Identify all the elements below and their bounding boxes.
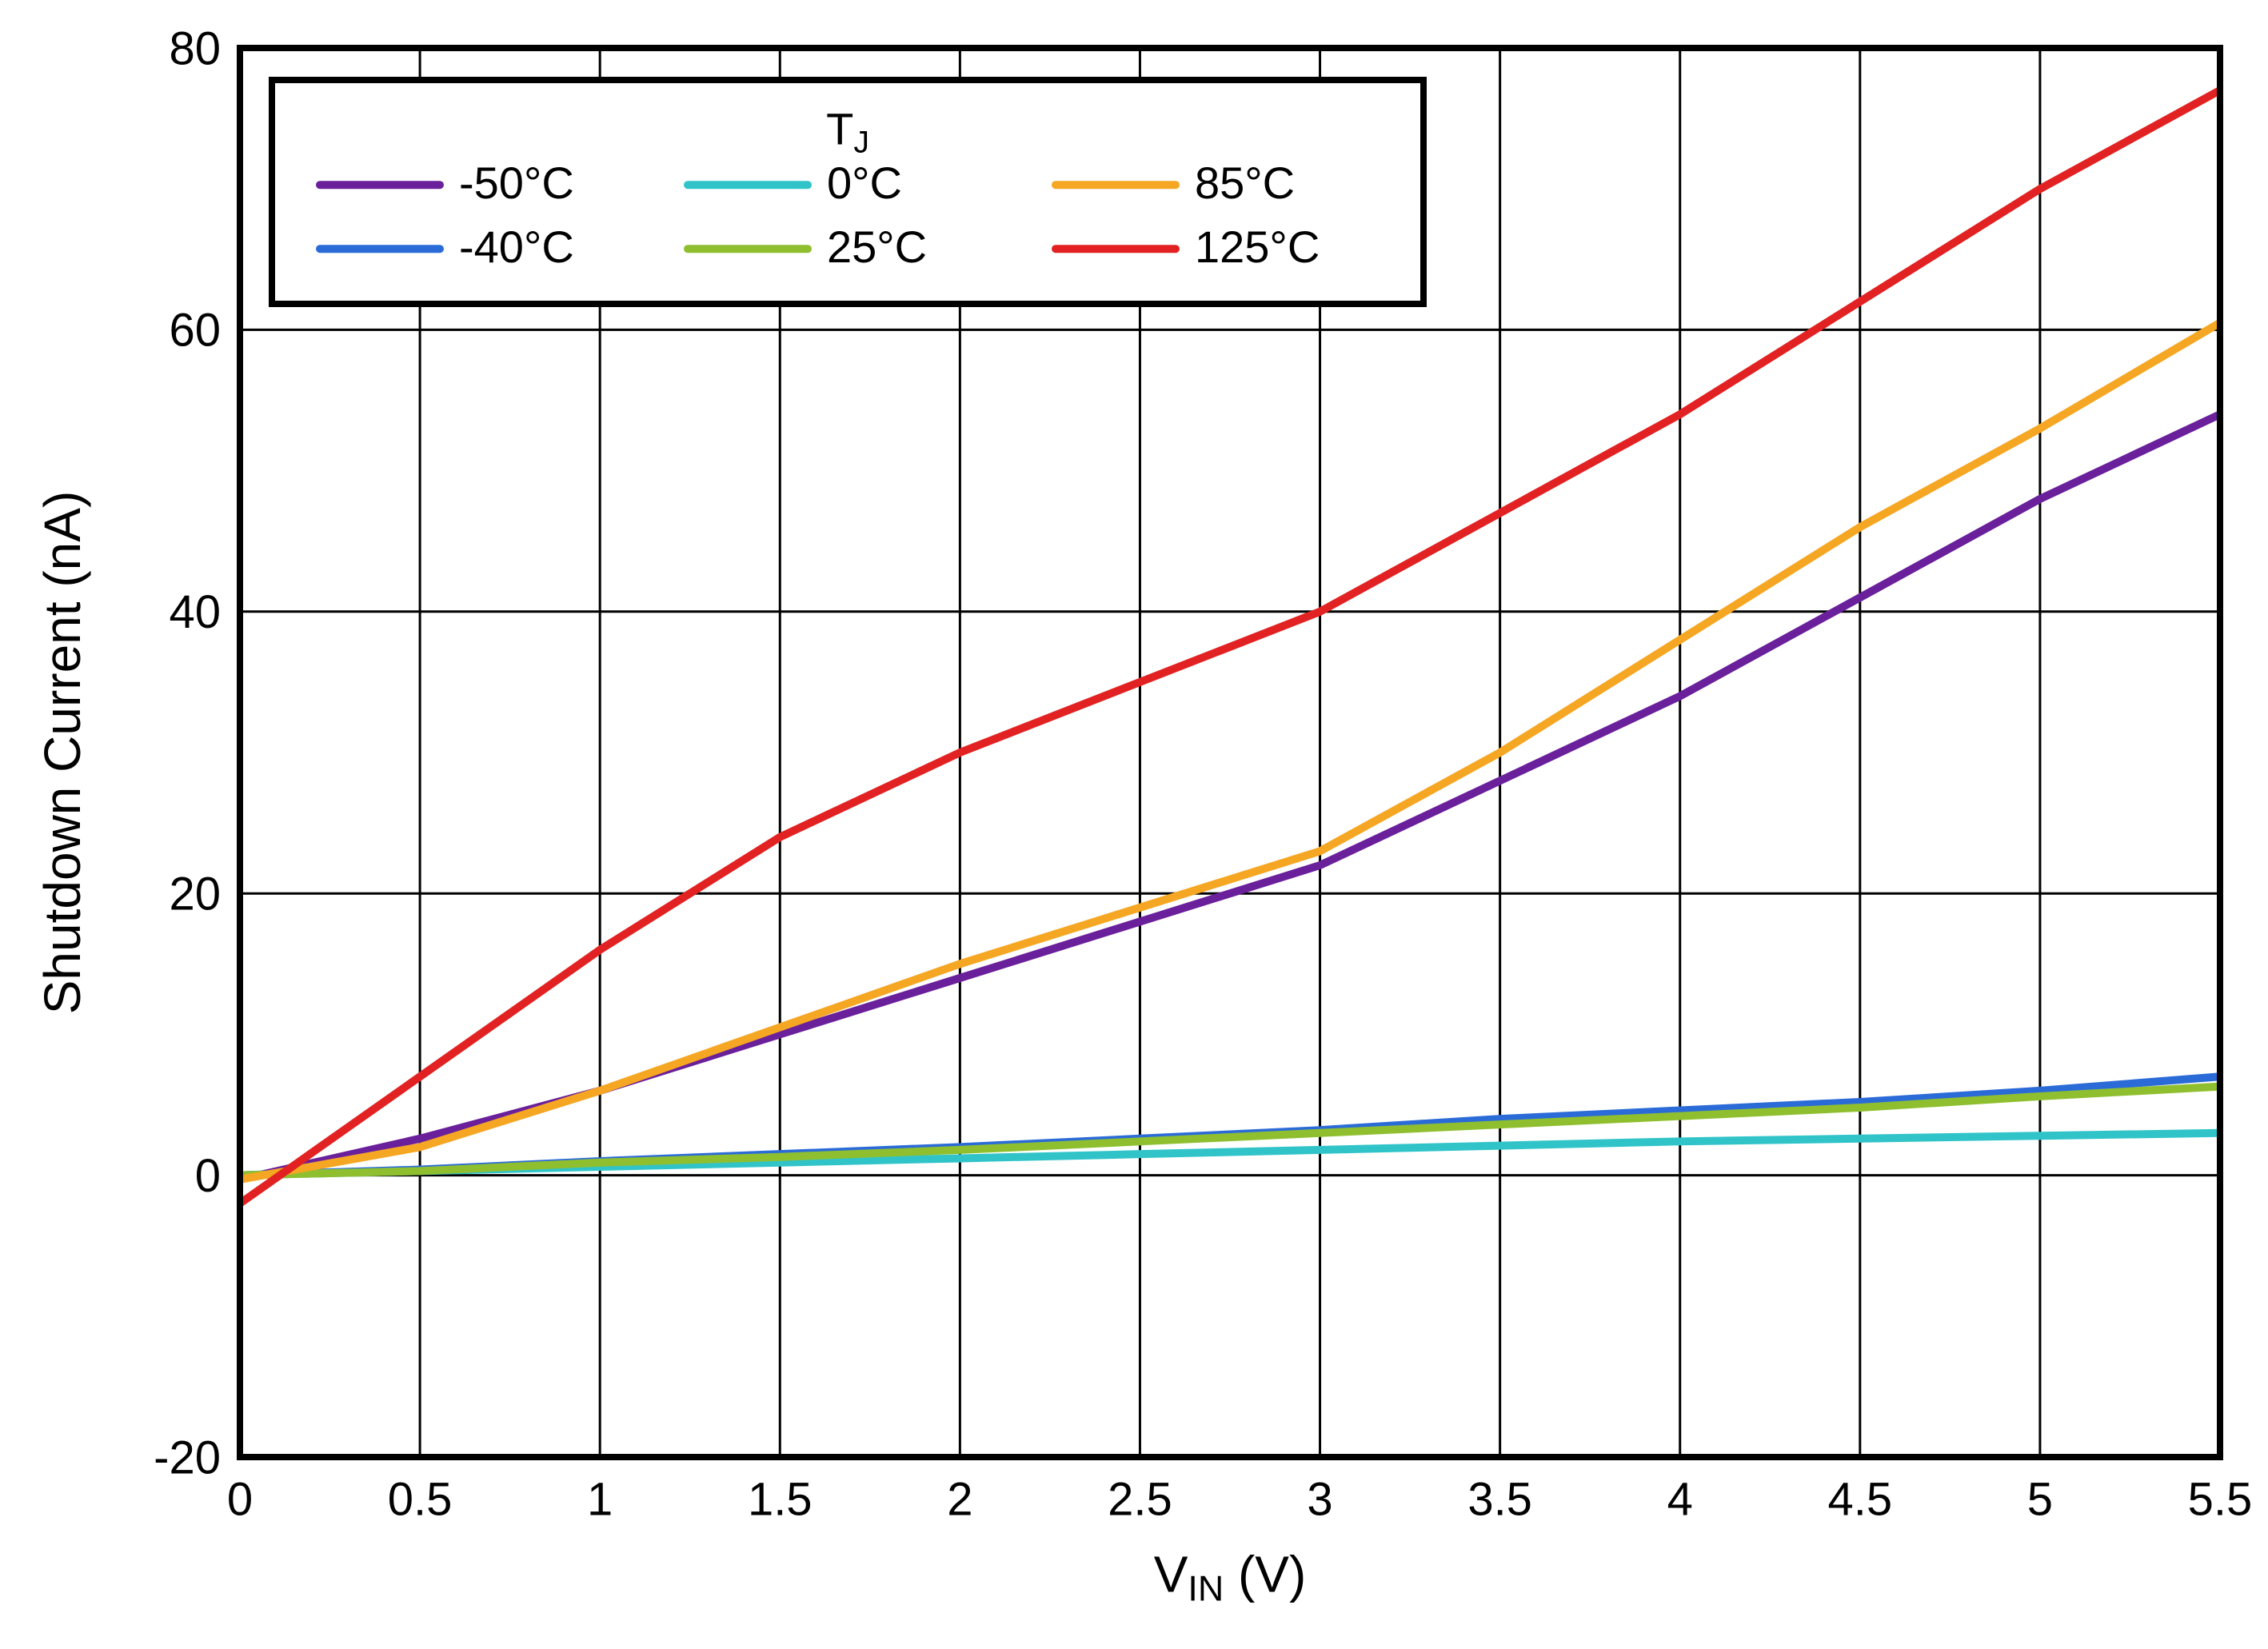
x-tick-label: 0 [227,1474,253,1526]
x-tick-label: 2 [947,1474,972,1526]
x-tick-label: 1 [587,1474,613,1526]
y-tick-label: 60 [169,305,221,357]
x-tick-label: 4 [1667,1474,1693,1526]
x-tick-label: 5.5 [2188,1474,2253,1526]
x-tick-label: 4.5 [1827,1474,1892,1526]
y-tick-label: 0 [195,1150,221,1202]
y-tick-label: 20 [169,868,221,920]
legend-label: 85°C [1195,158,1295,208]
chart-svg: 00.511.522.533.544.555.5-20020406080VIN … [0,0,2268,1649]
x-tick-label: 0.5 [388,1474,453,1526]
x-tick-label: 3 [1307,1474,1332,1526]
legend-label: 125°C [1195,222,1320,272]
legend-label: -50°C [459,158,574,208]
legend-label: 25°C [827,222,927,272]
y-tick-label: 40 [169,586,221,638]
legend: TJ-50°C-40°C0°C25°C85°C125°C [272,80,1423,304]
y-tick-label: -20 [154,1431,221,1483]
shutdown-current-chart: 00.511.522.533.544.555.5-20020406080VIN … [0,0,2268,1649]
x-tick-label: 2.5 [1108,1474,1172,1526]
legend-label: 0°C [827,158,902,208]
y-axis-label: Shutdown Current (nA) [34,491,91,1015]
x-tick-label: 5 [2027,1474,2053,1526]
x-axis-label: VIN (V) [1154,1546,1307,1609]
x-tick-label: 3.5 [1467,1474,1532,1526]
legend-label: -40°C [459,222,574,272]
y-tick-label: 80 [169,22,221,74]
x-tick-label: 1.5 [748,1474,813,1526]
